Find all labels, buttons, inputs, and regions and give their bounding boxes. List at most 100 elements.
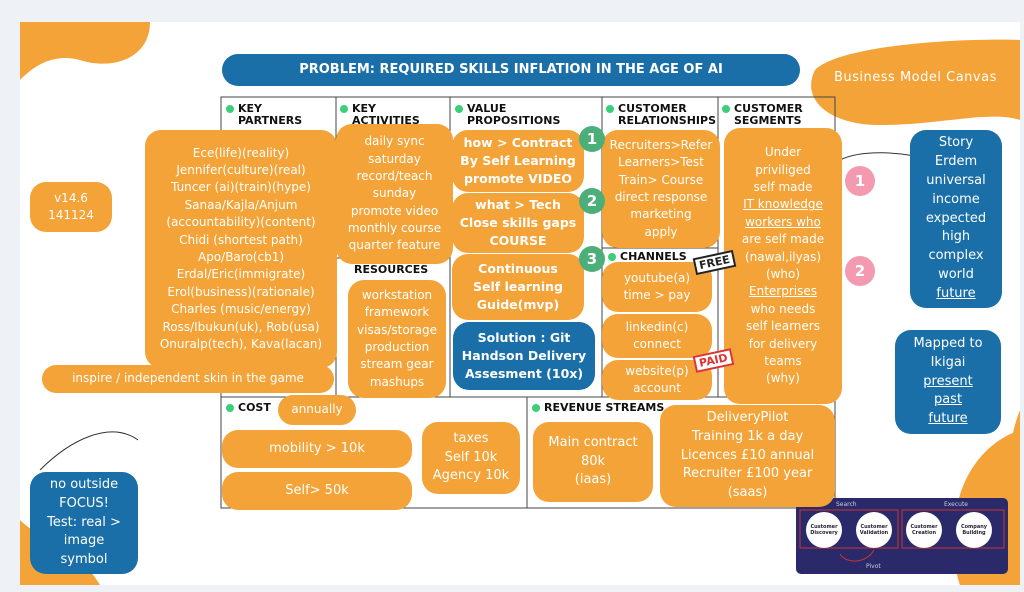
note-line: mobility > 10k <box>269 440 365 456</box>
search-label: Search <box>836 501 857 508</box>
note-line: (who) <box>765 267 801 281</box>
note-line: FOCUS! <box>59 495 109 511</box>
note-line: Self 10k <box>444 449 498 465</box>
number-badge: 2 <box>579 188 605 214</box>
note-line: past <box>933 392 963 408</box>
note-line: Recruiters>Refer <box>609 137 713 152</box>
number-badge: 1 <box>845 166 875 196</box>
sticky-note: Under priviliged self made IT knowledge work… <box>724 128 842 404</box>
note-line: IT knowledge <box>743 197 823 212</box>
section-title: REVENUE STREAMS <box>544 401 665 414</box>
note-line: connect <box>633 337 681 351</box>
note-line: framework <box>364 305 430 320</box>
sticky-note: Story Erdem universal income expected high com… <box>910 130 1002 308</box>
note-line: (nawal,ilyas) <box>744 249 821 264</box>
note-line: DeliveryPilot <box>706 409 789 425</box>
note-line: Ece(life)(reality) <box>192 145 290 160</box>
note-line: Under <box>764 145 802 160</box>
section-title: KEY ACTIVITIES <box>352 102 420 127</box>
note-line: Train> Course <box>618 172 704 187</box>
note-line: symbol <box>60 552 108 568</box>
sticky-note: workstation framework visas/storage product… <box>348 280 446 398</box>
step-circle: Company Building <box>956 512 992 548</box>
note-line: Guide(mvp) <box>476 297 560 313</box>
sticky-note: mobility > 10k <box>222 430 412 468</box>
note-line: taxes <box>453 430 489 446</box>
note-line: (why) <box>766 371 800 386</box>
note-line: annually <box>291 402 343 417</box>
note-line: Charles (music/energy) <box>171 302 311 317</box>
note-line: apply <box>644 224 678 239</box>
note-line: record/teach <box>356 168 433 183</box>
sticky-note: v14.6 141124 <box>30 182 112 232</box>
section-header: KEY ACTIVITIES <box>340 103 440 127</box>
note-line: what > Tech <box>475 196 561 212</box>
note-line: account <box>633 381 681 395</box>
note-line: image <box>63 533 105 549</box>
note-line: Erdem <box>934 154 978 170</box>
customer-development-diagram: Search Execute Pivot Customer Discovery C… <box>796 498 1008 574</box>
pivot-label: Pivot <box>866 563 881 570</box>
section-header: RESOURCES <box>354 264 449 276</box>
section-dot <box>226 105 234 113</box>
problem-title: PROBLEM: REQUIRED SKILLS INFLATION IN TH… <box>299 62 723 77</box>
note-line: Self> 50k <box>285 482 349 498</box>
note-line: Enterprises <box>749 284 817 299</box>
step-circle: Customer Discovery <box>806 512 842 548</box>
note-line: Recruiter £100 year <box>682 466 813 482</box>
note-line: high <box>941 229 971 245</box>
section-title: CHANNELS <box>620 250 687 263</box>
note-line: Close skills gaps <box>459 214 577 230</box>
section-title: COST <box>238 401 271 414</box>
note-line: stream gear <box>360 357 434 372</box>
sticky-note: what > Tech Close skills gaps COURSE <box>452 193 584 253</box>
sticky-note: youtube(a) time > pay <box>602 262 712 312</box>
execute-label: Execute <box>944 501 968 508</box>
note-line: mashups <box>369 374 425 389</box>
number-badge: 1 <box>579 126 605 152</box>
note-line: Chidi (shortest path) <box>179 232 303 247</box>
note-line: time > pay <box>623 288 691 302</box>
sticky-note: linkedin(c) connect <box>602 314 712 358</box>
section-title: CUSTOMER RELATIONSHIPS <box>618 102 717 127</box>
step-label: Customer Creation <box>910 524 938 536</box>
sticky-note: website(p) account <box>602 360 712 400</box>
sticky-note: Recruiters>Refer Learners>Test Train> Cour… <box>602 130 720 248</box>
note-line: Apo/Baro(cb1) <box>197 250 285 264</box>
sticky-note: DeliveryPilot Training 1k a day Licences £… <box>660 405 835 507</box>
canvas-label: Business Model Canvas <box>834 70 997 85</box>
note-line: marketing <box>630 207 692 222</box>
sticky-note: Solution : Git Handson Delivery Assesment … <box>453 322 595 390</box>
note-line: Sanaa/Kajla/Anjum <box>184 197 298 212</box>
sticky-note: annually <box>278 395 356 425</box>
note-line: Handson Delivery <box>461 347 587 363</box>
note-line: promote video <box>350 203 439 218</box>
note-line: Ross/Ibukun(uk), Rob(usa) <box>162 319 320 334</box>
note-line: Main contract <box>548 434 638 450</box>
note-line: self made <box>753 180 813 195</box>
note-line: v14.6 <box>54 190 88 205</box>
note-line: Learners>Test <box>618 155 704 170</box>
section-title: VALUE PROPOSITIONS <box>467 102 561 127</box>
section-dot <box>532 404 540 412</box>
note-line: monthly course <box>347 221 442 236</box>
note-line: Test: real > <box>47 514 121 530</box>
diagram-arrows <box>799 509 1005 562</box>
note-line: workers who <box>745 214 821 229</box>
note-line: expected <box>925 210 987 226</box>
note-line: production <box>364 340 430 354</box>
note-line: priviliged <box>755 162 811 177</box>
section-header: CHANNELS <box>608 251 698 263</box>
sticky-note: how > Contract By Self Learning promote VI… <box>452 130 584 192</box>
note-line: Assesment (10x) <box>464 366 584 382</box>
note-line: (accountability)(content) <box>166 215 316 230</box>
section-dot <box>340 105 348 113</box>
number-badge: 3 <box>579 246 605 272</box>
note-line: complex <box>928 248 984 264</box>
note-line: inspire / independent skin in the game <box>72 371 304 386</box>
step-circle: Customer Creation <box>906 512 942 548</box>
sticky-note: taxes Self 10k Agency 10k <box>422 422 520 494</box>
step-label: Customer Validation <box>859 524 889 536</box>
step-label: Customer Discovery <box>810 524 838 536</box>
